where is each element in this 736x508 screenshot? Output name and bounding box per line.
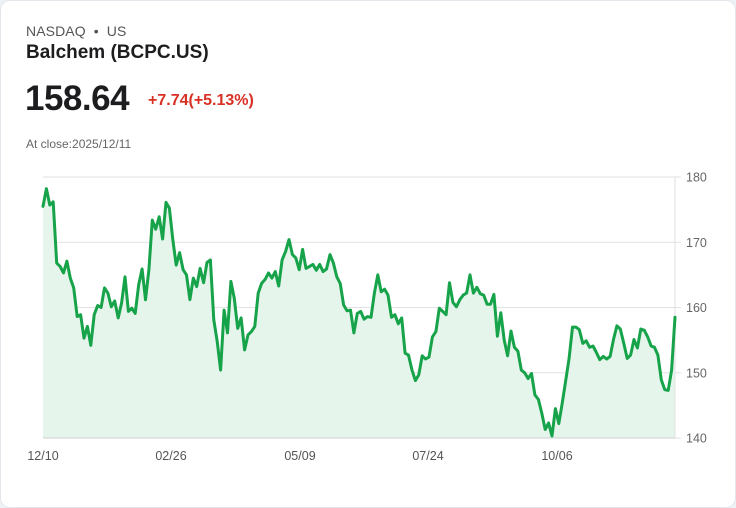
x-axis-ticks: 12/10 02/26 05/09 07/24 10/06 [27,449,572,463]
y-tick-label: 150 [686,366,707,380]
price-change: +7.74(+5.13%) [148,92,254,109]
x-tick-label: 07/24 [412,449,443,463]
x-tick-label: 02/26 [155,449,186,463]
y-axis-ticks: 180 170 160 150 140 [686,171,707,446]
y-tick-label: 170 [686,236,707,250]
country-code: US [106,23,127,39]
exchange-name: NASDAQ [26,23,86,39]
y-tick-label: 160 [686,301,707,315]
x-tick-label: 12/10 [27,449,58,463]
x-tick-label: 10/06 [541,449,572,463]
y-tick-label: 140 [686,432,707,446]
close-date: At close:2025/12/11 [26,137,132,151]
y-tick-label: 180 [686,171,707,185]
stock-title: Balchem (BCPC.US) [26,42,209,63]
exchange-label: NASDAQ • US [26,23,126,39]
separator-dot: • [93,23,99,39]
current-price: 158.64 [25,79,130,118]
price-line[interactable] [41,187,677,438]
x-tick-label: 05/09 [284,449,315,463]
